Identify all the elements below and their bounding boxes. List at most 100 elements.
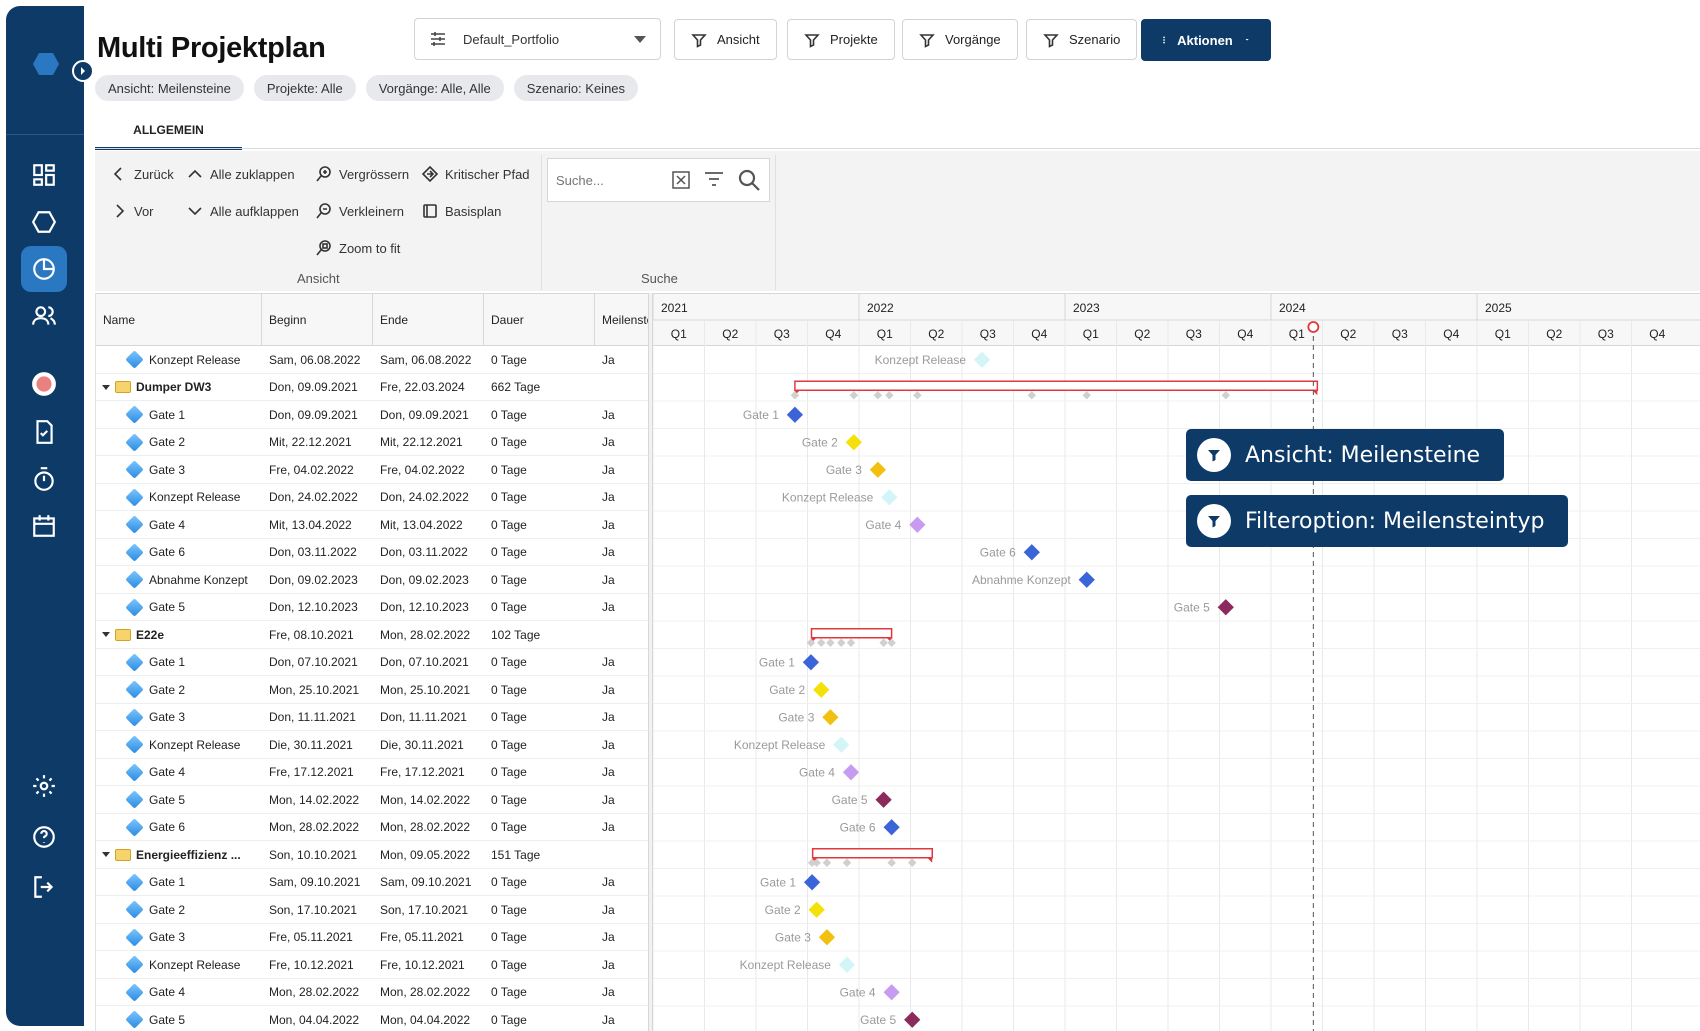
milestone-row[interactable]: Konzept Release Die, 30.11.2021 Die, 30.11…: [96, 731, 651, 759]
milestone-row[interactable]: Gate 4 Fre, 17.12.2021 Fre, 17.12.2021 0 Ta…: [96, 759, 651, 786]
milestone-marker[interactable]: [818, 928, 836, 947]
milestone-marker[interactable]: [842, 763, 860, 782]
project-row[interactable]: Energieeffizienz ... Son, 10.10.2021 Mon, …: [96, 841, 651, 869]
sidebar-item-dashboard[interactable]: [21, 152, 67, 198]
summary-bar[interactable]: [794, 380, 1319, 391]
milestone-row[interactable]: Gate 4 Mit, 13.04.2022 Mit, 13.04.2022 0 Ta…: [96, 511, 651, 539]
summary-bar[interactable]: [811, 848, 933, 859]
sidebar-item-settings[interactable]: [21, 763, 67, 809]
vorgaenge-filter-button[interactable]: Vorgänge: [902, 19, 1018, 60]
milestone-marker[interactable]: [838, 955, 856, 974]
vergroessern-button[interactable]: Vergrössern: [315, 165, 409, 183]
milestone-marker[interactable]: [869, 460, 887, 479]
milestone-row[interactable]: Konzept Release Sam, 06.08.2022 Sam, 06.08…: [96, 346, 651, 374]
projekte-filter-button[interactable]: Projekte: [787, 19, 895, 60]
filter-icon[interactable]: [703, 169, 725, 191]
milestone-row[interactable]: Gate 5 Don, 12.10.2023 Don, 12.10.2023 0 Ta…: [96, 594, 651, 621]
portfolio-select[interactable]: Default_Portfolio: [414, 18, 661, 60]
cell-beginn: Mon, 14.02.2022: [269, 792, 360, 807]
filter-icon: [1197, 504, 1231, 538]
milestone-row[interactable]: Abnahme Konzept Don, 09.02.2023 Don, 09.02…: [96, 566, 651, 594]
milestone-marker[interactable]: [832, 735, 851, 754]
milestone-marker[interactable]: [1022, 543, 1041, 562]
milestone-marker[interactable]: [812, 680, 831, 699]
sidebar-item-resources[interactable]: [21, 293, 67, 339]
project-row[interactable]: E22e Fre, 08.10.2021 Mon, 28.02.2022 102 Ta…: [96, 621, 651, 649]
milestone-row[interactable]: Konzept Release Fre, 10.12.2021 Fre, 10.12…: [96, 951, 651, 979]
tab-allgemein[interactable]: ALLGEMEIN: [95, 112, 242, 150]
kritischer-pfad-button[interactable]: Kritischer Pfad: [421, 165, 530, 183]
chip-projekte[interactable]: Projekte: Alle: [253, 75, 356, 101]
vor-button[interactable]: Vor: [110, 202, 154, 220]
milestone-marker[interactable]: [807, 900, 826, 919]
search-icon[interactable]: [737, 168, 761, 192]
collapse-toggle-icon[interactable]: [102, 852, 110, 857]
column-header-meilenstein[interactable]: Meilenste: [602, 313, 651, 327]
aktionen-menu-button[interactable]: Aktionen: [1141, 19, 1271, 61]
milestone-row[interactable]: Gate 4 Mon, 28.02.2022 Mon, 28.02.2022 0 Ta…: [96, 979, 651, 1006]
sidebar-item-help[interactable]: [21, 814, 67, 860]
cell-ende: Don, 12.10.2023: [380, 600, 469, 614]
project-row[interactable]: Dumper DW3 Don, 09.09.2021 Fre, 22.03.2024…: [96, 374, 651, 401]
milestone-marker[interactable]: [903, 1010, 922, 1029]
sidebar-item-portfolio[interactable]: [21, 246, 67, 292]
milestone-marker[interactable]: [882, 818, 901, 837]
sidebar-item-tasks[interactable]: [21, 409, 67, 455]
milestone-marker[interactable]: [882, 983, 901, 1002]
milestone-row[interactable]: Gate 2 Son, 17.10.2021 Son, 17.10.2021 0 Ta…: [96, 896, 651, 924]
cell-dauer: 0 Tage: [491, 792, 527, 807]
chip-szenario[interactable]: Szenario: Keines: [513, 75, 639, 101]
app-logo-icon[interactable]: [32, 50, 60, 78]
milestone-marker[interactable]: [821, 708, 840, 727]
zoom-to-fit-button[interactable]: Zoom to fit: [315, 239, 400, 257]
clear-search-icon[interactable]: [671, 170, 691, 190]
milestone-row[interactable]: Gate 3 Fre, 05.11.2021 Fre, 05.11.2021 0 Ta…: [96, 924, 651, 951]
milestone-marker[interactable]: [845, 433, 863, 452]
sidebar-toggle-button[interactable]: [72, 60, 94, 82]
milestone-marker[interactable]: [1216, 598, 1235, 617]
alle-aufklappen-button[interactable]: Alle aufklappen: [186, 202, 299, 220]
sidebar-item-calendar[interactable]: [21, 503, 67, 549]
zurueck-button[interactable]: Zurück: [110, 165, 174, 183]
milestone-row[interactable]: Gate 2 Mit, 22.12.2021 Mit, 22.12.2021 0 Ta…: [96, 429, 651, 456]
milestone-marker[interactable]: [1077, 570, 1096, 589]
cell-beginn: Mit, 22.12.2021: [269, 435, 352, 449]
milestone-row[interactable]: Gate 1 Don, 09.09.2021 Don, 09.09.2021 0 Ta…: [96, 401, 651, 429]
collapse-toggle-icon[interactable]: [102, 632, 110, 637]
milestone-row[interactable]: Gate 6 Don, 03.11.2022 Don, 03.11.2022 0 Ta…: [96, 539, 651, 566]
summary-bar[interactable]: [810, 628, 893, 639]
milestone-row[interactable]: Gate 1 Don, 07.10.2021 Don, 07.10.2021 0 Ta…: [96, 649, 651, 676]
chip-ansicht[interactable]: Ansicht: Meilensteine: [95, 75, 244, 101]
collapse-toggle-icon[interactable]: [102, 384, 110, 390]
milestone-row[interactable]: Gate 6 Mon, 28.02.2022 Mon, 28.02.2022 0 Ta…: [96, 814, 651, 841]
sidebar-item-timer[interactable]: [21, 456, 67, 502]
search-input[interactable]: [556, 172, 651, 188]
chip-vorgaenge[interactable]: Vorgänge: Alle, Alle: [365, 75, 504, 101]
column-header-name[interactable]: Name: [96, 294, 262, 346]
column-header-beginn[interactable]: Beginn: [262, 294, 373, 346]
milestone-row[interactable]: Konzept Release Don, 24.02.2022 Don, 24.02…: [96, 484, 651, 511]
milestone-marker[interactable]: [803, 873, 821, 892]
milestone-marker[interactable]: [973, 350, 991, 369]
milestone-row[interactable]: Gate 5 Mon, 04.04.2022 Mon, 04.04.2022 0 Ta…: [96, 1006, 651, 1031]
ansicht-filter-button[interactable]: Ansicht: [674, 19, 777, 60]
milestone-row[interactable]: Gate 2 Mon, 25.10.2021 Mon, 25.10.2021 0 Ta…: [96, 676, 651, 704]
column-header-dauer[interactable]: Dauer: [484, 294, 595, 346]
milestone-marker[interactable]: [880, 488, 899, 507]
verkleinern-button[interactable]: Verkleinern: [315, 202, 404, 220]
milestone-marker[interactable]: [786, 405, 804, 424]
sidebar-item-avatar[interactable]: [21, 361, 67, 407]
milestone-row[interactable]: Gate 3 Fre, 04.02.2022 Fre, 04.02.2022 0 Ta…: [96, 456, 651, 484]
alle-zuklappen-button[interactable]: Alle zuklappen: [186, 165, 295, 183]
column-header-ende[interactable]: Ende: [373, 294, 484, 346]
milestone-marker[interactable]: [802, 653, 820, 672]
milestone-row[interactable]: Gate 3 Don, 11.11.2021 Don, 11.11.2021 0 Ta…: [96, 704, 651, 731]
milestone-row[interactable]: Gate 5 Mon, 14.02.2022 Mon, 14.02.2022 0 Ta…: [96, 786, 651, 814]
sidebar-item-projects[interactable]: [21, 199, 67, 245]
basisplan-button[interactable]: Basisplan: [421, 202, 501, 220]
milestone-row[interactable]: Gate 1 Sam, 09.10.2021 Sam, 09.10.2021 0 Ta…: [96, 869, 651, 896]
szenario-filter-button[interactable]: Szenario: [1026, 19, 1138, 60]
milestone-marker[interactable]: [874, 790, 893, 809]
milestone-marker[interactable]: [908, 515, 927, 534]
sidebar-item-logout[interactable]: [21, 864, 67, 910]
